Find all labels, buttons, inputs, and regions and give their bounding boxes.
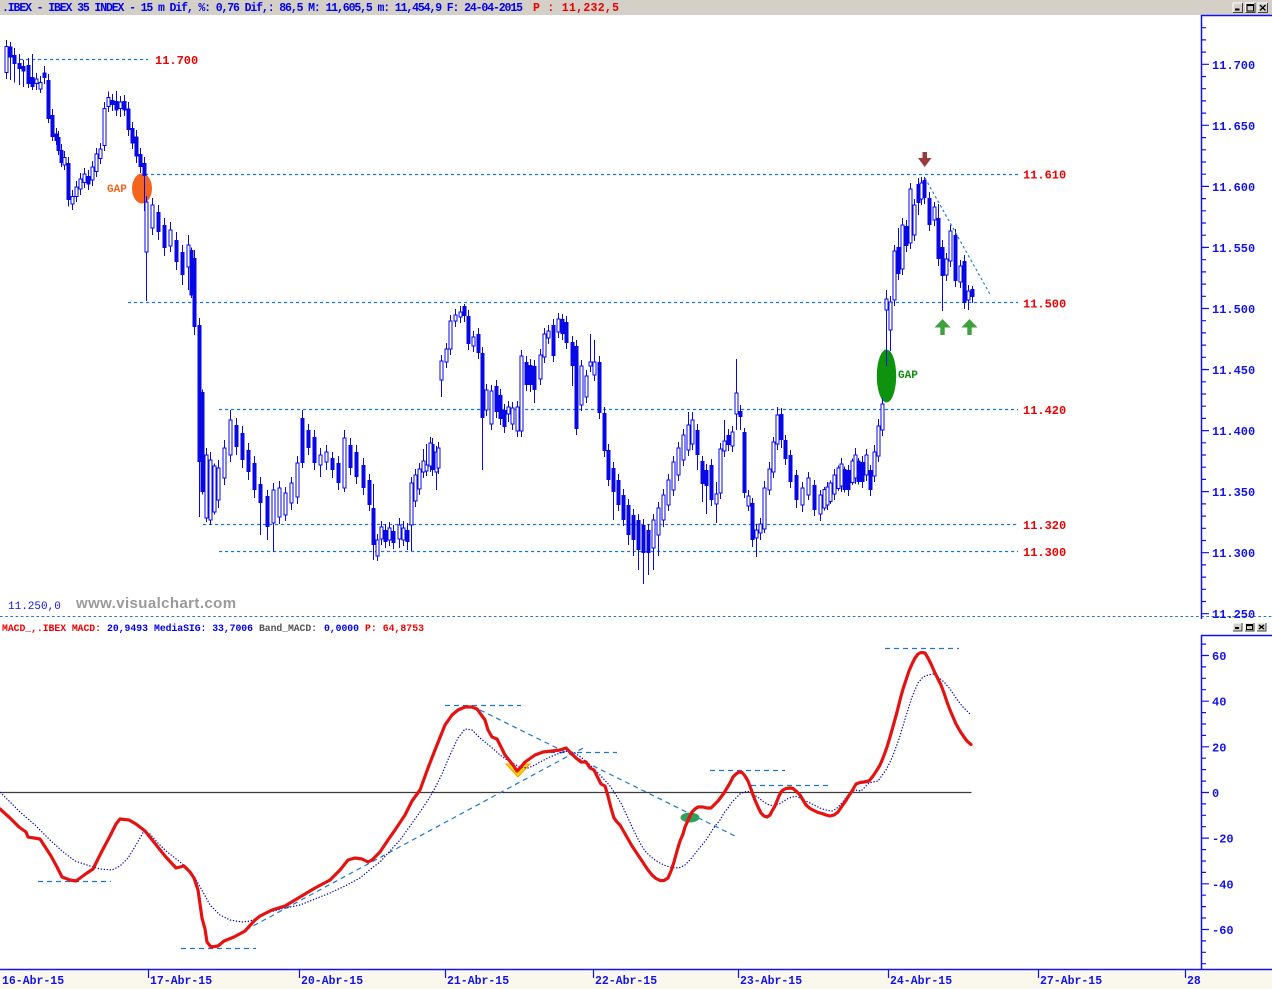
svg-text:11.300: 11.300 (1212, 547, 1255, 561)
svg-text:27-Abr-15: 27-Abr-15 (1040, 975, 1102, 988)
svg-text:11.650: 11.650 (1212, 120, 1255, 134)
svg-text:MACD_,.IBEX MACD:: MACD_,.IBEX MACD: (2, 623, 101, 634)
svg-text:11.500: 11.500 (1212, 303, 1255, 317)
svg-text:11.550: 11.550 (1212, 242, 1255, 256)
svg-text:0: 0 (1212, 787, 1219, 801)
svg-text:11.250,0: 11.250,0 (8, 601, 61, 613)
svg-text:40: 40 (1212, 696, 1226, 710)
svg-text:www.visualchart.com: www.visualchart.com (75, 595, 236, 612)
svg-text:20: 20 (1212, 741, 1226, 755)
svg-text:28: 28 (1187, 975, 1201, 988)
svg-text:23-Abr-15: 23-Abr-15 (740, 975, 802, 988)
svg-text:-60: -60 (1212, 924, 1234, 938)
svg-text:0,0000: 0,0000 (324, 623, 359, 634)
svg-text:11.500: 11.500 (1023, 298, 1066, 312)
svg-text:17-Abr-15: 17-Abr-15 (150, 975, 212, 988)
svg-text:16-Abr-15: 16-Abr-15 (2, 975, 64, 988)
svg-text:60: 60 (1212, 650, 1226, 664)
svg-text:20-Abr-15: 20-Abr-15 (301, 975, 363, 988)
svg-text:11.600: 11.600 (1212, 181, 1255, 195)
svg-text:.IBEX - IBEX 35 INDEX - 15 m: .IBEX - IBEX 35 INDEX - 15 m Dif, %: 0,7… (2, 2, 523, 15)
svg-text:P: 64,8753: P: 64,8753 (365, 623, 424, 634)
svg-text:20,9493: 20,9493 (107, 623, 148, 634)
svg-text:11.420: 11.420 (1023, 404, 1066, 418)
svg-text:-20: -20 (1212, 833, 1234, 847)
svg-text:11.700: 11.700 (155, 54, 198, 68)
svg-text:P : 11,232,5: P : 11,232,5 (533, 2, 619, 15)
svg-text:22-Abr-15: 22-Abr-15 (595, 975, 657, 988)
svg-text:11.610: 11.610 (1023, 169, 1066, 183)
svg-text:11.320: 11.320 (1023, 519, 1066, 533)
svg-text:11.250: 11.250 (1212, 608, 1255, 622)
svg-text:-40: -40 (1212, 878, 1234, 892)
svg-text:11.350: 11.350 (1212, 486, 1255, 500)
svg-text:11.700: 11.700 (1212, 59, 1255, 73)
svg-text:11.400: 11.400 (1212, 425, 1255, 439)
svg-text:Band_MACD:: Band_MACD: (259, 623, 317, 634)
svg-text:GAP: GAP (898, 370, 918, 382)
svg-text:11.450: 11.450 (1212, 364, 1255, 378)
svg-text:11.300: 11.300 (1023, 546, 1066, 560)
svg-text:21-Abr-15: 21-Abr-15 (447, 975, 509, 988)
svg-text:24-Abr-15: 24-Abr-15 (890, 975, 952, 988)
svg-text:GAP: GAP (107, 184, 127, 196)
svg-text:MediaSIG: 33,7006: MediaSIG: 33,7006 (154, 623, 253, 634)
